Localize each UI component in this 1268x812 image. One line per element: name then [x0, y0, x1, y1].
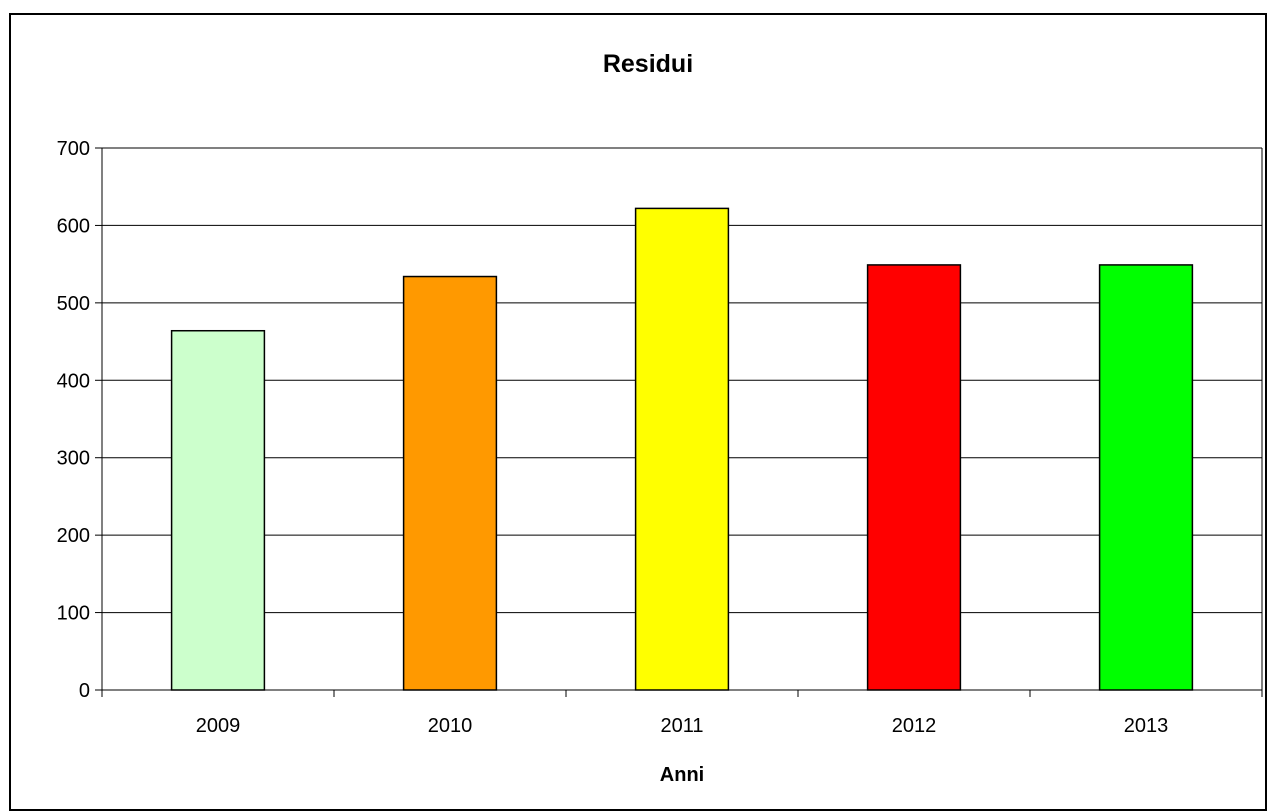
y-tick-label: 400	[57, 370, 90, 392]
x-tick-label: 2010	[428, 715, 473, 737]
y-tick-label: 100	[57, 603, 90, 625]
y-tick-label: 700	[57, 138, 90, 160]
y-tick-label: 200	[57, 525, 90, 547]
x-axis-title: Anni	[660, 764, 704, 786]
bars	[170, 207, 1194, 691]
chart-title: Residui	[603, 50, 693, 78]
x-axis-ticks: 2009 2010 2011 2012 2013	[101, 690, 1263, 737]
y-tick-label: 0	[79, 680, 90, 702]
bar-2012	[866, 264, 962, 691]
y-axis-ticks: 0 100 200 300 400 500 600 700	[57, 138, 102, 702]
bar-2009	[170, 329, 266, 691]
y-tick-label: 600	[57, 215, 90, 237]
bar-2011	[634, 207, 730, 691]
y-tick-label: 300	[57, 448, 90, 470]
y-tick-label: 500	[57, 293, 90, 315]
bar-2013	[1098, 264, 1194, 691]
bar-2010	[402, 275, 498, 691]
x-tick-label: 2013	[1124, 715, 1169, 737]
x-tick-label: 2012	[892, 715, 937, 737]
x-tick-label: 2011	[660, 715, 703, 737]
x-tick-label: 2009	[196, 715, 241, 737]
